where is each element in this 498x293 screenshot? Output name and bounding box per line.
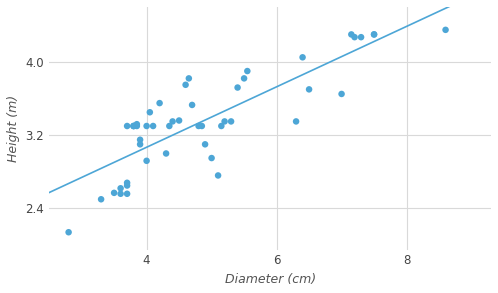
Point	[136, 137, 144, 142]
Point	[133, 122, 141, 127]
Point	[198, 124, 206, 128]
Point	[195, 124, 203, 128]
Point	[149, 124, 157, 128]
Y-axis label: Height (m): Height (m)	[7, 95, 20, 162]
Point	[292, 119, 300, 124]
Point	[370, 32, 378, 37]
Point	[133, 124, 141, 128]
Point	[201, 142, 209, 147]
Point	[347, 32, 355, 37]
Point	[123, 183, 131, 188]
Point	[142, 159, 150, 163]
Point	[442, 28, 450, 32]
Point	[357, 35, 365, 40]
Point	[221, 119, 229, 124]
Point	[338, 92, 346, 96]
Point	[214, 173, 222, 178]
Point	[351, 35, 359, 40]
Point	[227, 119, 235, 124]
Point	[155, 101, 163, 105]
Point	[142, 124, 150, 128]
Point	[162, 151, 170, 156]
Point	[123, 180, 131, 185]
Point	[175, 118, 183, 123]
Point	[208, 156, 216, 160]
Point	[299, 55, 307, 60]
Point	[123, 124, 131, 128]
Point	[65, 230, 73, 235]
Point	[185, 76, 193, 81]
Point	[244, 69, 251, 73]
Point	[129, 124, 137, 128]
Point	[370, 32, 378, 37]
Point	[117, 191, 124, 196]
Point	[165, 124, 173, 128]
Point	[305, 87, 313, 92]
Point	[240, 76, 248, 81]
Point	[129, 124, 137, 128]
Point	[234, 85, 242, 90]
Point	[146, 110, 154, 115]
Point	[97, 197, 105, 202]
Point	[188, 103, 196, 107]
Point	[123, 191, 131, 196]
Point	[110, 190, 118, 195]
Point	[182, 82, 190, 87]
Point	[217, 124, 225, 128]
Point	[117, 186, 124, 191]
Point	[169, 119, 177, 124]
Point	[136, 142, 144, 147]
Point	[129, 124, 137, 128]
X-axis label: Diameter (cm): Diameter (cm)	[225, 273, 316, 286]
